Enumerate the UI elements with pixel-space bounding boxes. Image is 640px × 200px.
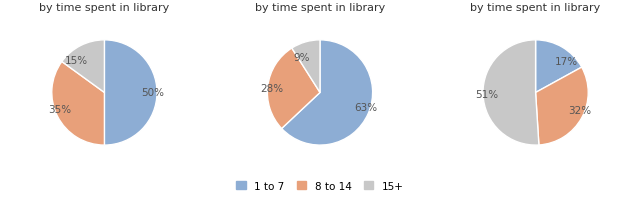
Wedge shape — [52, 62, 104, 145]
Wedge shape — [292, 41, 320, 93]
Text: 15%: 15% — [65, 55, 88, 65]
Wedge shape — [104, 41, 157, 145]
Text: 32%: 32% — [568, 106, 591, 116]
Text: 9%: 9% — [293, 53, 310, 63]
Wedge shape — [62, 41, 104, 93]
Title: Proportion of postgraduates
by time spent in library: Proportion of postgraduates by time spen… — [458, 0, 614, 12]
Wedge shape — [483, 41, 539, 145]
Wedge shape — [282, 41, 372, 145]
Text: 63%: 63% — [354, 103, 377, 113]
Text: 51%: 51% — [476, 89, 499, 99]
Title: Proportion of all students
by time spent in library: Proportion of all students by time spent… — [35, 0, 175, 12]
Text: 35%: 35% — [49, 105, 72, 115]
Wedge shape — [536, 68, 588, 145]
Text: 50%: 50% — [141, 88, 164, 98]
Legend: 1 to 7, 8 to 14, 15+: 1 to 7, 8 to 14, 15+ — [234, 179, 406, 193]
Wedge shape — [268, 49, 320, 129]
Text: 28%: 28% — [260, 83, 284, 93]
Title: Proportion of undergraduates
by time spent in library: Proportion of undergraduates by time spe… — [237, 0, 403, 12]
Wedge shape — [536, 41, 582, 93]
Text: 17%: 17% — [554, 56, 577, 66]
